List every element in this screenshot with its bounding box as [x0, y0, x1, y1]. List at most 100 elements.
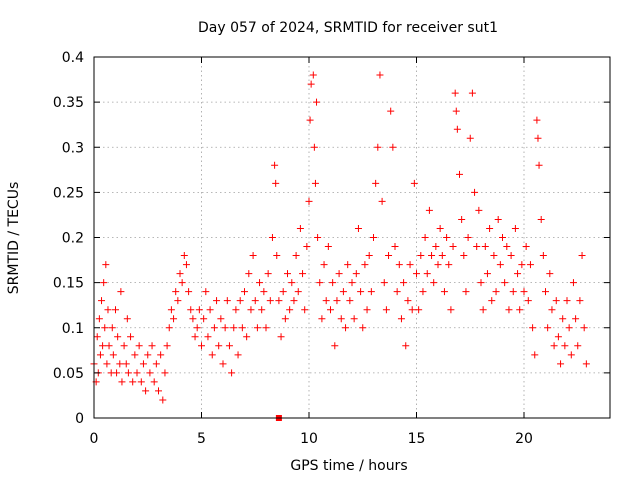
data-point-plus: [481, 243, 489, 251]
data-point-plus: [273, 252, 281, 260]
data-point-plus: [96, 351, 104, 359]
data-point-plus: [357, 288, 365, 296]
data-point-plus: [225, 342, 233, 350]
data-point-plus: [408, 306, 416, 314]
x-axis-label: GPS time / hours: [290, 458, 407, 474]
data-point-plus: [452, 107, 460, 115]
data-point-plus: [572, 315, 580, 323]
data-point-plus: [324, 243, 332, 251]
data-point-plus: [400, 279, 408, 287]
data-point-plus: [550, 342, 558, 350]
x-tick-label: 5: [197, 431, 206, 447]
data-point-plus: [118, 378, 126, 386]
data-point-plus: [344, 261, 352, 269]
data-point-plus: [290, 297, 298, 305]
data-point-plus: [142, 387, 150, 395]
data-point-plus: [251, 297, 259, 305]
data-point-plus: [318, 315, 326, 323]
y-tick-label: 0.05: [53, 366, 84, 382]
data-point-plus: [288, 279, 296, 287]
data-point-plus: [561, 342, 569, 350]
data-point-plus: [117, 288, 125, 296]
data-point-plus: [137, 378, 145, 386]
data-point-plus: [122, 360, 130, 368]
data-point-plus: [464, 234, 472, 241]
data-point-plus: [438, 252, 446, 260]
data-point-plus: [327, 306, 334, 314]
data-point-plus: [436, 224, 444, 232]
data-point-plus: [578, 252, 586, 260]
data-points: [90, 71, 590, 421]
data-point-plus: [475, 206, 483, 214]
data-point-plus: [180, 252, 188, 260]
data-point-plus: [187, 306, 195, 314]
x-tick-label: 20: [515, 431, 533, 447]
data-point-plus: [120, 342, 128, 350]
data-point-plus: [301, 306, 309, 314]
data-point-plus: [241, 288, 248, 296]
x-axis-tick-labels: 0 5 10 15 20: [90, 431, 533, 447]
data-point-plus: [406, 261, 414, 269]
data-point-plus: [483, 270, 491, 278]
data-point-plus: [152, 360, 160, 368]
data-point-plus: [238, 324, 246, 332]
data-point-plus: [219, 360, 227, 368]
data-point-plus: [320, 261, 328, 269]
data-point-plus: [534, 134, 542, 142]
data-point-plus: [522, 243, 530, 251]
data-point-plus: [460, 252, 468, 260]
data-point-plus: [557, 360, 565, 368]
data-point-plus: [402, 342, 410, 350]
x-tick-label: 15: [408, 431, 426, 447]
data-point-plus: [198, 342, 205, 350]
data-point-plus: [352, 270, 360, 278]
data-point-plus: [299, 270, 307, 278]
data-point-plus: [313, 98, 321, 106]
data-point-plus: [159, 396, 167, 404]
x-tick-label: 0: [90, 431, 99, 447]
data-point-plus: [359, 324, 367, 332]
data-point-plus: [113, 369, 121, 377]
data-point-plus: [507, 252, 515, 260]
data-point-plus: [385, 252, 393, 260]
data-point-plus: [548, 306, 556, 314]
data-point-plus: [524, 297, 532, 305]
data-point-plus: [260, 288, 268, 296]
data-point-plus: [363, 306, 371, 314]
data-point-plus: [529, 324, 537, 332]
data-point-plus: [387, 107, 395, 115]
data-point-plus: [310, 143, 318, 151]
data-point-plus: [492, 288, 500, 296]
data-point-plus: [496, 261, 504, 269]
data-point-plus: [428, 252, 436, 260]
data-point-plus: [268, 234, 276, 241]
gridlines: [94, 57, 610, 418]
data-point-plus: [404, 297, 412, 305]
data-point-plus: [449, 243, 457, 251]
data-point-plus: [275, 297, 283, 305]
data-point-plus: [337, 315, 345, 323]
data-point-plus: [223, 297, 231, 305]
data-point-plus: [569, 279, 577, 287]
data-point-plus: [95, 315, 103, 323]
data-point-plus: [116, 360, 124, 368]
data-point-plus: [262, 324, 270, 332]
data-point-plus: [247, 306, 255, 314]
y-tick-label: 0.1: [62, 321, 84, 337]
data-point-plus: [494, 215, 502, 223]
data-point-plus: [535, 161, 543, 169]
data-point-plus: [93, 333, 101, 341]
data-point-plus: [376, 71, 384, 79]
data-point-plus: [170, 315, 178, 323]
data-point-plus: [335, 270, 343, 278]
data-point-plus: [374, 143, 382, 151]
data-point-plus: [307, 80, 315, 88]
data-point-plus: [114, 333, 122, 341]
data-point-plus: [486, 224, 494, 232]
data-point-plus: [167, 306, 175, 314]
data-point-plus: [155, 387, 162, 395]
data-point-plus: [516, 306, 524, 314]
y-axis-tick-labels: 0 0.05 0.1 0.15 0.2 0.25 0.3 0.35 0.4: [53, 50, 84, 427]
data-point-plus: [161, 369, 169, 377]
data-point-plus: [109, 351, 117, 359]
